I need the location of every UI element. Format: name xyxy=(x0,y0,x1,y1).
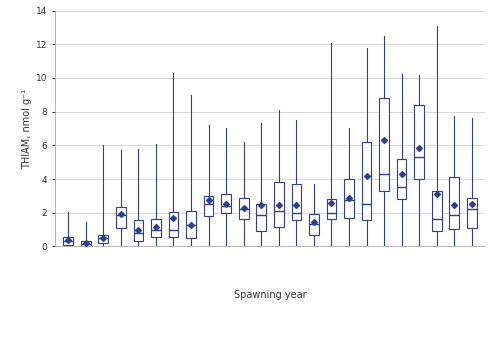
PathPatch shape xyxy=(450,177,459,229)
PathPatch shape xyxy=(326,199,336,219)
PathPatch shape xyxy=(168,212,178,237)
PathPatch shape xyxy=(98,235,108,243)
PathPatch shape xyxy=(414,105,424,179)
PathPatch shape xyxy=(256,204,266,231)
PathPatch shape xyxy=(151,219,160,237)
PathPatch shape xyxy=(432,191,442,231)
PathPatch shape xyxy=(239,197,248,219)
PathPatch shape xyxy=(134,220,143,240)
PathPatch shape xyxy=(222,194,231,213)
PathPatch shape xyxy=(274,182,283,227)
X-axis label: Spawning year: Spawning year xyxy=(234,290,306,300)
PathPatch shape xyxy=(64,237,73,245)
PathPatch shape xyxy=(397,159,406,199)
PathPatch shape xyxy=(362,142,372,220)
PathPatch shape xyxy=(204,196,214,216)
PathPatch shape xyxy=(81,241,90,246)
PathPatch shape xyxy=(309,214,318,235)
PathPatch shape xyxy=(116,207,126,228)
PathPatch shape xyxy=(467,199,476,228)
Y-axis label: THIAM, nmol g⁻¹: THIAM, nmol g⁻¹ xyxy=(22,88,32,169)
PathPatch shape xyxy=(292,184,301,220)
PathPatch shape xyxy=(380,98,389,191)
PathPatch shape xyxy=(344,179,354,218)
PathPatch shape xyxy=(186,211,196,238)
